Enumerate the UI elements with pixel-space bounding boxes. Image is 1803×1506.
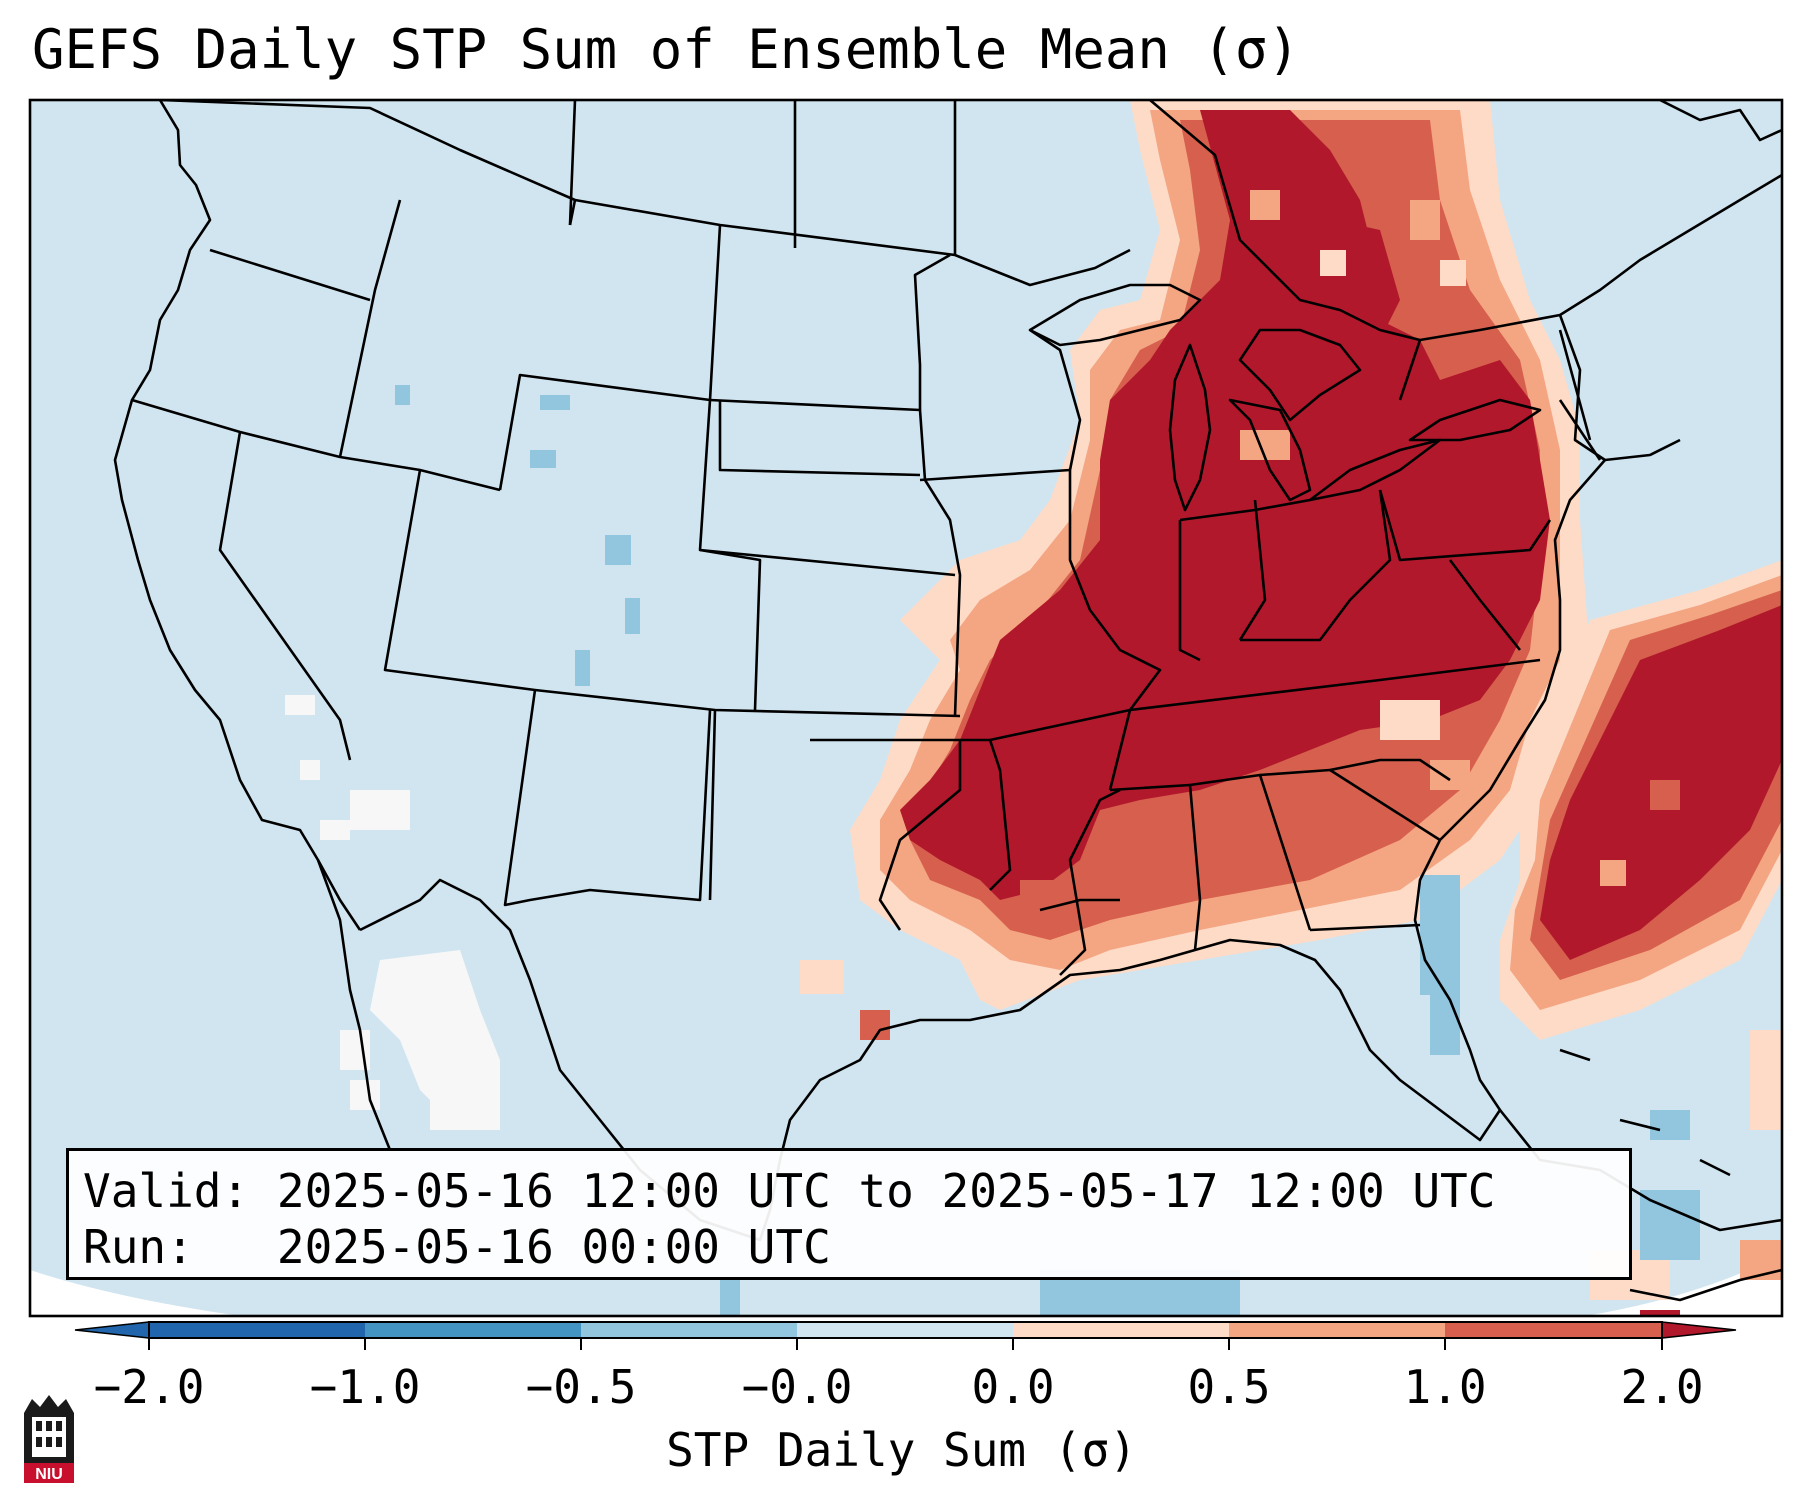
run-line: Run: 2025-05-16 00:00 UTC — [83, 1219, 1615, 1275]
state-borders — [131, 100, 1602, 976]
colorbar-tick-label: 2.0 — [1620, 1360, 1704, 1414]
niu-logo-text: NIU — [35, 1466, 63, 1483]
valid-run-box: Valid: 2025-05-16 12:00 UTC to 2025-05-1… — [66, 1148, 1632, 1280]
colorbar-tick-label: −0.5 — [525, 1360, 637, 1414]
colorbar-tick-label: −2.0 — [93, 1360, 205, 1414]
figure-title: GEFS Daily STP Sum of Ensemble Mean (σ) — [32, 18, 1300, 81]
colorbar-tick-label: 1.0 — [1403, 1360, 1487, 1414]
map-frame — [28, 98, 1784, 1318]
anomaly-near-zero-spots — [285, 695, 500, 1130]
valid-line: Valid: 2025-05-16 12:00 UTC to 2025-05-1… — [83, 1163, 1615, 1219]
colorbar — [74, 1321, 1737, 1350]
great-lakes — [1028, 283, 1542, 512]
colorbar-label: STP Daily Sum (σ) — [666, 1423, 1137, 1477]
valid-value: 2025-05-16 12:00 UTC to 2025-05-17 12:00… — [276, 1164, 1496, 1218]
niu-logo: NIU — [24, 1395, 74, 1483]
colorbar-tick-label: −1.0 — [309, 1360, 421, 1414]
valid-label: Valid: — [83, 1164, 250, 1218]
colorbar-tick-label: 0.0 — [971, 1360, 1055, 1414]
anomaly-speckles — [1020, 190, 1680, 920]
colorbar-tick-label: −0.0 — [741, 1360, 853, 1414]
colorbar-tick-label: 0.5 — [1187, 1360, 1271, 1414]
run-value: 2025-05-16 00:00 UTC — [276, 1220, 831, 1274]
run-label: Run: — [83, 1220, 194, 1274]
